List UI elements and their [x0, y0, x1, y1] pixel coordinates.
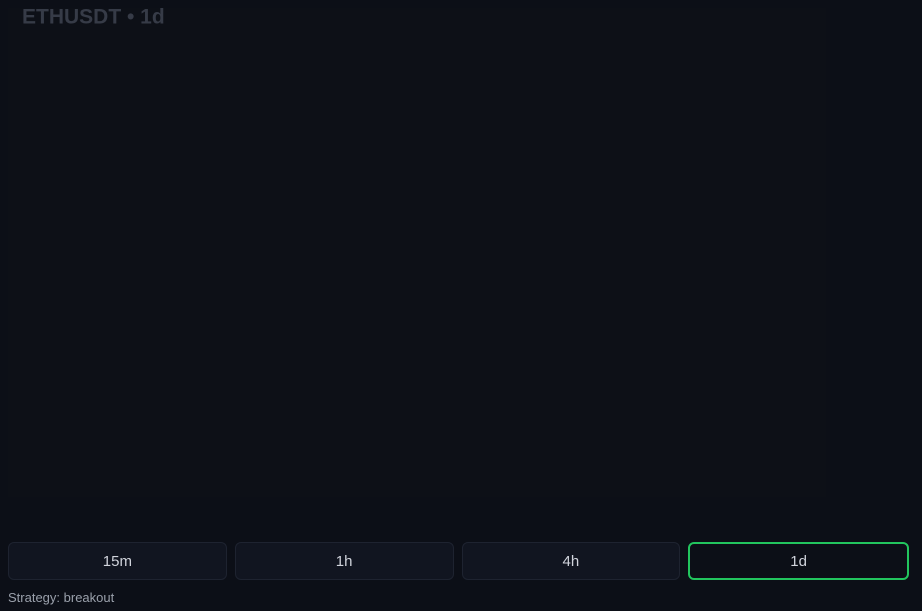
footer: Strategy: breakout [8, 590, 115, 605]
timeframe-bar: 15m 1h 4h 1d [8, 542, 909, 580]
timeframe-button[interactable]: 4h [461, 542, 681, 580]
timeframe-button[interactable]: 15m [8, 542, 227, 580]
chart: ETHUSDT • 1d [8, 5, 826, 497]
timeframe-button[interactable]: 1h [234, 542, 454, 580]
chart-title: ETHUSDT • 1d [22, 6, 165, 29]
plot-area [8, 8, 826, 497]
timeframe-button[interactable]: 1d [688, 542, 909, 580]
